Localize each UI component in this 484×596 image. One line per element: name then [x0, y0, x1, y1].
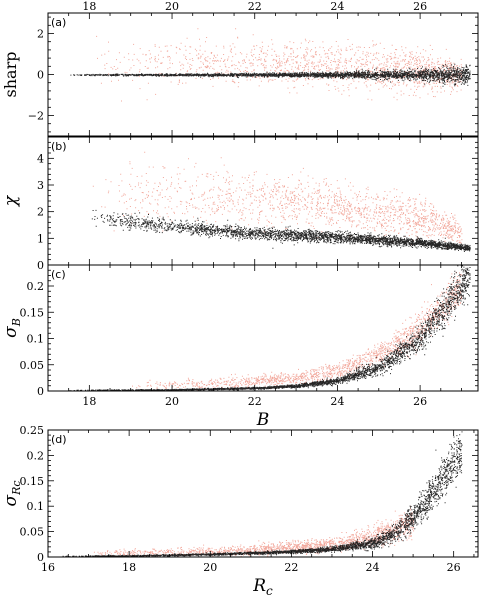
x-tick-label: 26	[413, 395, 427, 408]
y-tick-label: 0.2	[27, 449, 45, 462]
panel-label: (a)	[51, 16, 66, 29]
y-tick-label: 0.05	[20, 359, 45, 372]
y-tick-label: 0.25	[20, 424, 45, 437]
x-tick-label: 18	[82, 395, 96, 408]
x-tick-label: 22	[284, 561, 298, 574]
series-red-points	[92, 151, 463, 248]
x-tick-label: 16	[41, 561, 55, 574]
series-black-points	[70, 63, 471, 87]
scatter-points	[91, 151, 471, 252]
y-tick-label: −2	[28, 110, 44, 123]
y-tick-label: 0.05	[20, 526, 45, 539]
y-tick-label: 4	[37, 152, 44, 165]
panel-label: (d)	[51, 433, 67, 446]
panel-label: (b)	[51, 140, 67, 153]
y-axis-label: sharp	[1, 52, 20, 98]
point-cloud	[62, 431, 463, 557]
x-tick-label: 24	[366, 561, 380, 574]
x-axis-label: Rc	[252, 576, 273, 596]
y-tick-label: 0	[37, 551, 44, 564]
point-cloud	[93, 505, 415, 557]
point-cloud	[96, 28, 463, 102]
scatter-points	[62, 431, 463, 557]
y-tick-label: 0	[37, 69, 44, 82]
panel-a: −2 0 2 18 20 22 24 26 (a) sharp	[1, 0, 479, 137]
series-black-points	[62, 431, 463, 557]
y-tick-label: 0.15	[20, 306, 45, 319]
x-tick-label: 18	[122, 561, 136, 574]
x-tick-label: 24	[330, 395, 344, 408]
y-tick-label: 0	[37, 385, 44, 398]
series-red-points	[132, 265, 463, 391]
x-tick-label: 22	[248, 395, 262, 408]
axes-frame	[47, 136, 479, 266]
series-red-points	[93, 505, 415, 557]
y-tick-label: 1	[37, 232, 44, 245]
panel-d: 0 0.05 0.1 0.15 0.2 0.25 16 18 20 22 24 26 (d) σRc Rc	[1, 424, 479, 596]
panel-b: 0 1 2 3 4 (b) χ	[1, 136, 479, 272]
y-tick-label: 3	[37, 179, 44, 192]
y-tick-label: 2	[37, 206, 44, 219]
top-tick-label: 18	[82, 0, 96, 13]
top-tick-label: 20	[165, 0, 179, 13]
y-tick-label: 0.1	[27, 500, 45, 513]
y-axis-label: σRc	[1, 480, 23, 506]
point-cloud	[70, 63, 471, 87]
y-tick-label: 0.15	[20, 475, 45, 488]
x-tick-label: 20	[165, 395, 179, 408]
scatter-points	[70, 28, 471, 102]
series-black-points	[69, 265, 471, 391]
top-tick-label: 26	[413, 0, 427, 13]
y-tick-label: 0	[37, 259, 44, 272]
top-tick-label: 22	[248, 0, 262, 13]
point-cloud	[91, 209, 471, 252]
y-axis-label: χ	[1, 194, 21, 207]
panel-c: 0 0.05 0.1 0.15 0.2 18 20 22 24 26 (c) σB B	[1, 264, 479, 430]
top-tick-label: 24	[330, 0, 344, 13]
y-tick-label: 0.2	[27, 280, 45, 293]
series-black-points	[91, 209, 471, 252]
x-tick-label: 20	[203, 561, 217, 574]
x-axis-label: B	[256, 410, 270, 430]
y-tick-label: 2	[37, 28, 44, 41]
y-axis-label: σB	[1, 318, 23, 338]
point-cloud	[69, 265, 471, 391]
series-red-points	[96, 28, 463, 102]
axes-frame	[47, 429, 479, 558]
point-cloud	[132, 265, 463, 391]
scatter-points	[69, 265, 471, 391]
point-cloud	[92, 151, 463, 248]
y-tick-label: 0.1	[27, 333, 45, 346]
x-tick-label: 26	[447, 561, 461, 574]
panel-label: (c)	[51, 268, 66, 281]
